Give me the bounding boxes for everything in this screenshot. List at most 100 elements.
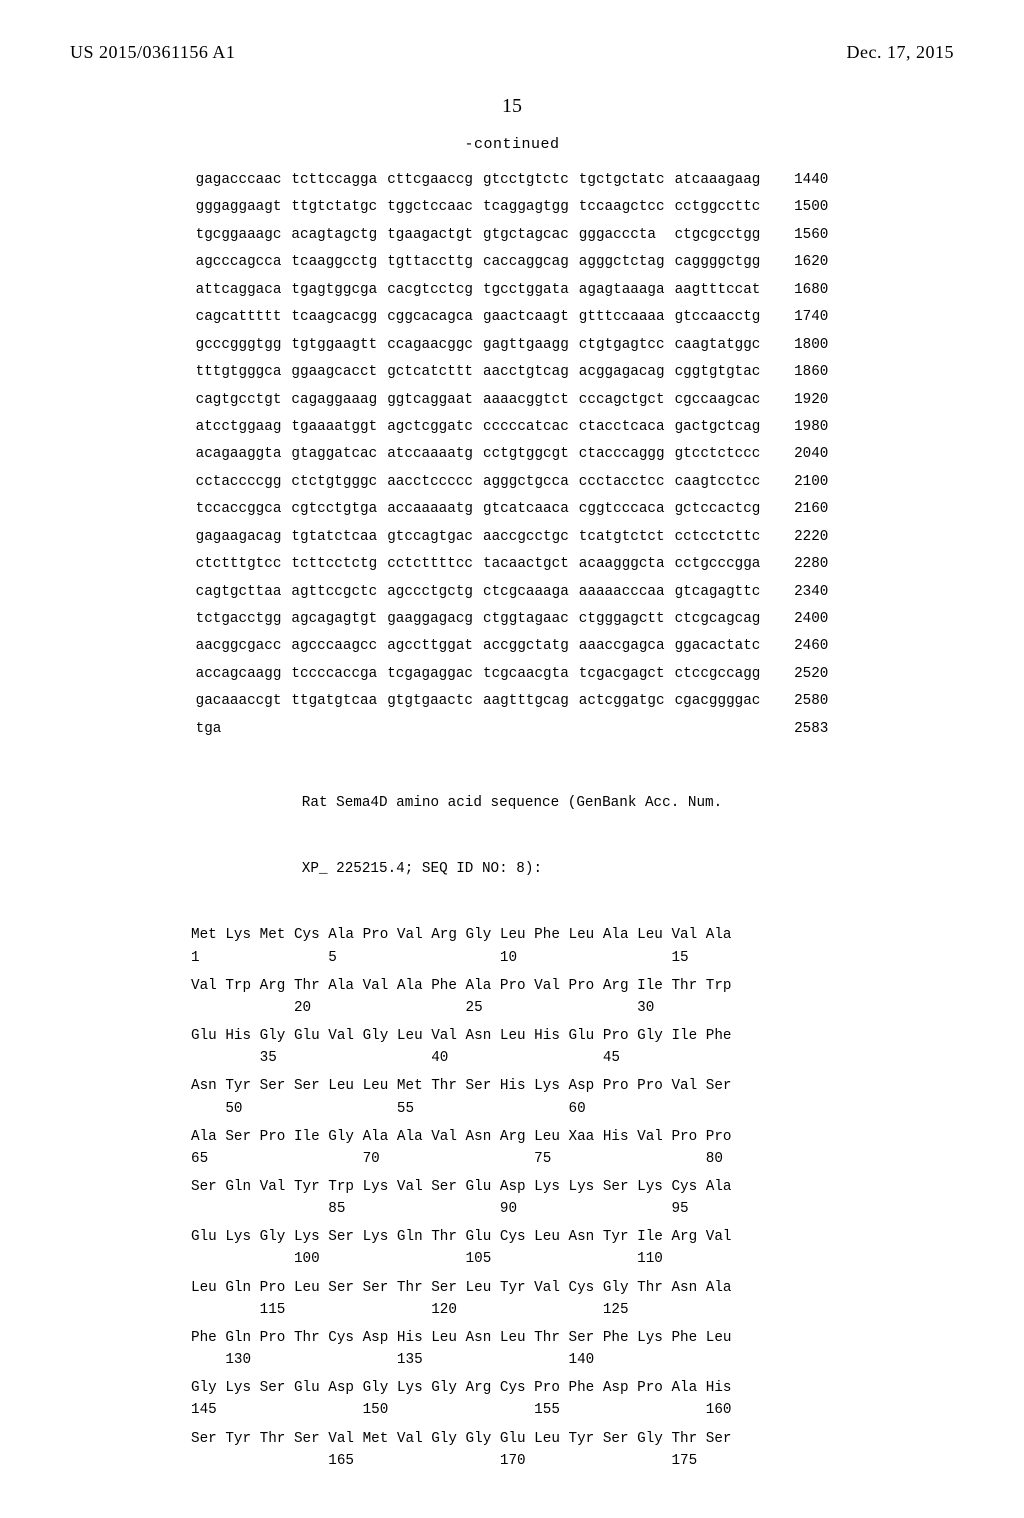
page-number: 15 (70, 95, 954, 118)
seq-position: 1620 (784, 249, 828, 276)
seq-group: aacctgtcag (483, 359, 569, 386)
seq-line: gacaaaccgtttgatgtcaagtgtgaactcaagtttgcag… (196, 688, 829, 715)
aa-number-line: 65 70 75 80 (191, 1148, 833, 1170)
seq-group (675, 716, 761, 743)
seq-position: 2520 (784, 661, 828, 688)
seq-group: agagtaaaga (579, 277, 665, 304)
seq-groups: gagaagacagtgtatctcaagtccagtgacaaccgcctgc… (196, 524, 761, 551)
seq-group: gctcatcttt (387, 359, 473, 386)
seq-position: 2340 (784, 579, 828, 606)
seq-group: gtcctctccc (675, 441, 761, 468)
seq-position: 1980 (784, 414, 828, 441)
seq-group: tgtatctcaa (291, 524, 377, 551)
seq-group: cggtcccaca (579, 496, 665, 523)
seq-group: ctacccaggg (579, 441, 665, 468)
aa-header-line-2: XP_ 225215.4; SEQ ID NO: 8): (302, 858, 722, 880)
aa-number-line: 100 105 110 (191, 1248, 833, 1270)
seq-group: gagaagacag (196, 524, 282, 551)
seq-group: tgcctggata (483, 277, 569, 304)
seq-group: ccagaacggc (387, 332, 473, 359)
seq-group: cccccatcac (483, 414, 569, 441)
seq-group: cggcacagca (387, 304, 473, 331)
seq-line: ctctttgtcctcttcctctgcctcttttcctacaactgct… (196, 551, 829, 578)
seq-group: tgagtggcga (291, 277, 377, 304)
seq-group: aaccgcctgc (483, 524, 569, 551)
aa-residue-line: Phe Gln Pro Thr Cys Asp His Leu Asn Leu … (191, 1327, 833, 1349)
aa-number-line: 165 170 175 (191, 1450, 833, 1472)
seq-group: tcaagcacgg (291, 304, 377, 331)
seq-group: atcctggaag (196, 414, 282, 441)
seq-group: cagcattttt (196, 304, 282, 331)
seq-group: cccagctgct (579, 387, 665, 414)
aa-residue-line: Glu Lys Gly Lys Ser Lys Gln Thr Glu Cys … (191, 1226, 833, 1248)
seq-group: tccccaccga (291, 661, 377, 688)
seq-group: tccaagctcc (579, 194, 665, 221)
seq-group: gagacccaac (196, 167, 282, 194)
seq-groups: atcctggaagtgaaaatggtagctcggatccccccatcac… (196, 414, 761, 441)
seq-group: agcccaagcc (291, 633, 377, 660)
aa-sequence-block: Met Lys Met Cys Ala Pro Val Arg Gly Leu … (70, 924, 954, 1471)
seq-line: tttgtgggcaggaagcacctgctcatctttaacctgtcag… (196, 359, 829, 386)
seq-group: atcaaagaag (675, 167, 761, 194)
seq-position: 2400 (784, 606, 828, 633)
seq-groups: gacaaaccgtttgatgtcaagtgtgaactcaagtttgcag… (196, 688, 761, 715)
seq-group: tcaaggcctg (291, 249, 377, 276)
seq-group: cctcctcttc (675, 524, 761, 551)
seq-group: agctcggatc (387, 414, 473, 441)
seq-group: ctacctcaca (579, 414, 665, 441)
aa-residue-line: Leu Gln Pro Leu Ser Ser Thr Ser Leu Tyr … (191, 1277, 833, 1299)
publication-number: US 2015/0361156 A1 (70, 42, 235, 63)
seq-group: aaaaacccaa (579, 579, 665, 606)
seq-groups: cagtgcctgtcagaggaaagggtcaggaataaaacggtct… (196, 387, 761, 414)
aa-number-line: 130 135 140 (191, 1349, 833, 1371)
seq-group: agccttggat (387, 633, 473, 660)
seq-group: tcttcctctg (291, 551, 377, 578)
seq-group: caggggctgg (675, 249, 761, 276)
seq-group: ggacactatc (675, 633, 761, 660)
aa-number-line: 20 25 30 (191, 997, 833, 1019)
seq-group: ctcgcagcag (675, 606, 761, 633)
seq-group: ctgggagctt (579, 606, 665, 633)
seq-group: tga (196, 716, 282, 743)
seq-group: ttgatgtcaa (291, 688, 377, 715)
continued-label: -continued (70, 136, 954, 153)
seq-group: cttcgaaccg (387, 167, 473, 194)
seq-group: actcggatgc (579, 688, 665, 715)
seq-group: ggtcaggaat (387, 387, 473, 414)
page-header: US 2015/0361156 A1 Dec. 17, 2015 (70, 42, 954, 63)
seq-group: accaaaaatg (387, 496, 473, 523)
seq-position: 2040 (784, 441, 828, 468)
seq-group: ctctgtgggc (291, 469, 377, 496)
seq-group: cggtgtgtac (675, 359, 761, 386)
seq-group: tcttccagga (291, 167, 377, 194)
seq-group: cgacggggac (675, 688, 761, 715)
seq-groups: tgcggaaagcacagtagctgtgaagactgtgtgctagcac… (196, 222, 761, 249)
seq-group: caagtcctcc (675, 469, 761, 496)
seq-position: 2160 (784, 496, 828, 523)
aa-residue-line: Ser Gln Val Tyr Trp Lys Val Ser Glu Asp … (191, 1176, 833, 1198)
aa-sequence-header: Rat Sema4D amino acid sequence (GenBank … (302, 747, 722, 924)
seq-group: agccctgctg (387, 579, 473, 606)
seq-group: gacaaaccgt (196, 688, 282, 715)
seq-group: tgtggaagtt (291, 332, 377, 359)
seq-position: 1440 (784, 167, 828, 194)
seq-groups: agcccagccatcaaggcctgtgttaccttgcaccaggcag… (196, 249, 761, 276)
seq-groups: cagcattttttcaagcacggcggcacagcagaactcaagt… (196, 304, 761, 331)
seq-group (387, 716, 473, 743)
seq-group: cctggccttc (675, 194, 761, 221)
seq-group: tcgacgagct (579, 661, 665, 688)
seq-group: aaaccgagca (579, 633, 665, 660)
seq-groups: ctctttgtcctcttcctctgcctcttttcctacaactgct… (196, 551, 761, 578)
seq-group: ctcgcaaaga (483, 579, 569, 606)
seq-group: ttgtctatgc (291, 194, 377, 221)
seq-group: cagtgcttaa (196, 579, 282, 606)
seq-group: tgttaccttg (387, 249, 473, 276)
seq-group (291, 716, 377, 743)
seq-line: gagacccaactcttccaggacttcgaaccggtcctgtctc… (196, 167, 829, 194)
seq-groups: acagaaggtagtaggatcacatccaaaatgcctgtggcgt… (196, 441, 761, 468)
seq-groups: gggaggaagtttgtctatgctggctccaactcaggagtgg… (196, 194, 761, 221)
seq-group: gtgtgaactc (387, 688, 473, 715)
seq-group: tttgtgggca (196, 359, 282, 386)
aa-number-line: 50 55 60 (191, 1098, 833, 1120)
aa-residue-line: Gly Lys Ser Glu Asp Gly Lys Gly Arg Cys … (191, 1377, 833, 1399)
